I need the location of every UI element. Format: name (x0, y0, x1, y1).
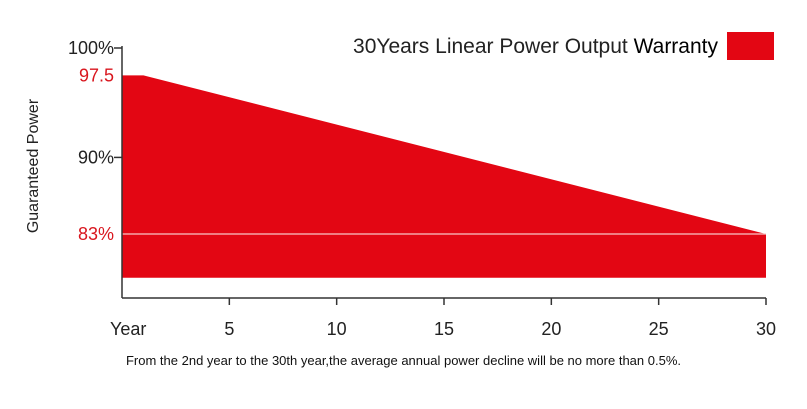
x-axis-label: Year (110, 319, 146, 339)
y-tick-label: 100% (68, 38, 114, 58)
x-tick-label: 20 (541, 319, 561, 339)
x-tick-label: 30 (756, 319, 776, 339)
y-tick-label: 97.5 (79, 65, 114, 85)
legend-title: 30Years Linear Power Output Warranty (353, 35, 718, 58)
x-tick-label: 10 (327, 319, 347, 339)
warranty-area (122, 75, 766, 278)
y-axis-ticks: 100% 97.5 90% 83% (68, 38, 122, 244)
y-tick-label: 83% (78, 224, 114, 244)
x-tick-label: 5 (224, 319, 234, 339)
x-tick-label: 25 (649, 319, 669, 339)
y-tick-label: 90% (78, 147, 114, 167)
x-tick-label: 15 (434, 319, 454, 339)
legend-swatch (727, 32, 774, 60)
y-axis-label: Guaranteed Power (25, 98, 42, 233)
chart-caption: From the 2nd year to the 30th year,the a… (125, 353, 681, 368)
x-axis-ticks: 5 10 15 20 25 30 (224, 298, 776, 339)
